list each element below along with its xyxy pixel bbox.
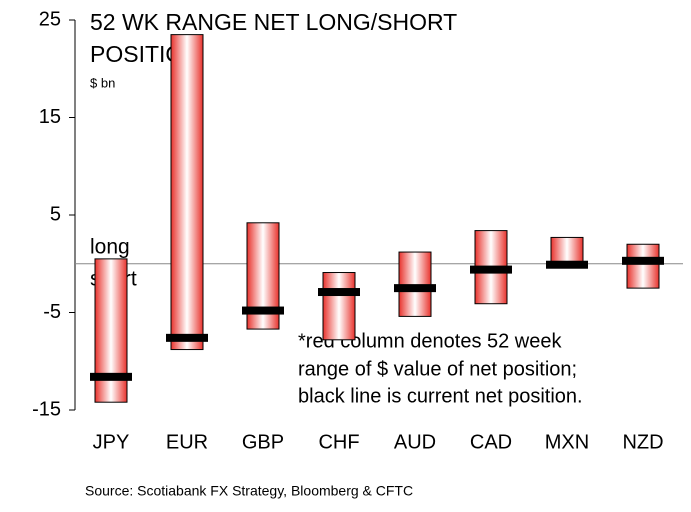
current-marker bbox=[546, 260, 588, 269]
y-tick-label: -15 bbox=[32, 398, 61, 420]
chart-subtitle: $ bn bbox=[90, 75, 115, 90]
current-marker bbox=[470, 265, 512, 274]
y-tick-label: 25 bbox=[39, 8, 61, 30]
current-marker bbox=[318, 288, 360, 297]
range-bar bbox=[322, 272, 356, 341]
x-tick-label: AUD bbox=[394, 431, 436, 453]
source: Source: Scotiabank FX Strategy, Bloomber… bbox=[85, 483, 413, 499]
note: *red column denotes 52 week bbox=[298, 330, 562, 352]
x-tick-label: CAD bbox=[470, 431, 512, 453]
current-marker bbox=[90, 372, 132, 381]
y-tick-label: -5 bbox=[43, 301, 61, 323]
current-marker bbox=[242, 306, 284, 315]
current-marker bbox=[166, 333, 208, 342]
current-marker bbox=[394, 284, 436, 293]
x-tick-label: JPY bbox=[93, 431, 130, 453]
y-tick-label: 5 bbox=[50, 203, 61, 225]
y-tick-label: 15 bbox=[39, 106, 61, 128]
current-marker bbox=[622, 256, 664, 265]
x-tick-label: GBP bbox=[242, 431, 284, 453]
note: black line is current net position. bbox=[298, 385, 583, 407]
range-bar bbox=[626, 243, 660, 289]
x-tick-label: NZD bbox=[622, 431, 663, 453]
annotation: long bbox=[90, 236, 130, 259]
range-bar bbox=[170, 34, 204, 351]
x-tick-label: MXN bbox=[545, 431, 589, 453]
x-tick-label: EUR bbox=[166, 431, 208, 453]
chart-title: 52 WK RANGE NET LONG/SHORT bbox=[90, 9, 457, 35]
note: range of $ value of net position; bbox=[298, 358, 577, 380]
x-tick-label: CHF bbox=[318, 431, 359, 453]
